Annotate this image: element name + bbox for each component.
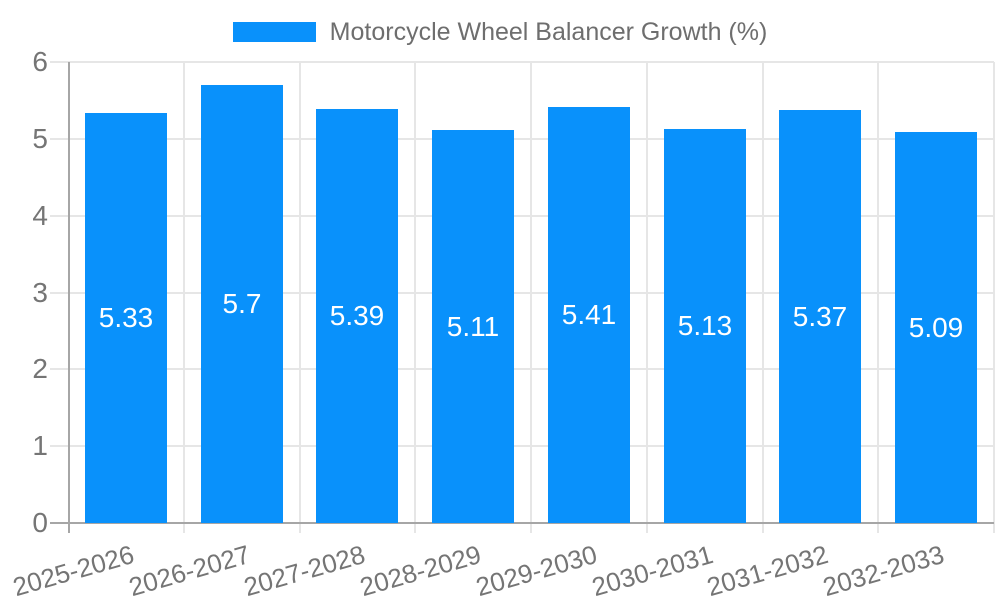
y-gridline	[50, 138, 994, 140]
bar[interactable]	[779, 110, 861, 523]
y-axis-tick-label: 1	[32, 430, 48, 461]
chart-legend[interactable]: Motorcycle Wheel Balancer Growth (%)	[0, 18, 1000, 46]
y-gridline	[50, 292, 994, 294]
bar-value-label: 5.11	[446, 311, 500, 342]
y-axis-tick-label: 2	[32, 353, 48, 384]
x-gridline	[646, 62, 648, 533]
y-gridline	[50, 445, 994, 447]
y-axis-tick-label: 4	[32, 200, 48, 231]
x-gridline	[530, 62, 532, 533]
x-axis-label: 2030-2031	[588, 539, 716, 600]
bar[interactable]	[548, 107, 630, 523]
y-axis-tick-label: 3	[32, 277, 48, 308]
y-gridline	[50, 215, 994, 217]
y-axis-tick-label: 0	[32, 507, 48, 538]
x-axis-label: 2025-2026	[9, 539, 137, 600]
x-axis-line	[50, 522, 994, 524]
y-gridline	[50, 368, 994, 370]
bar-value-label: 5.39	[329, 300, 385, 331]
x-gridline	[183, 62, 185, 533]
x-gridline	[993, 62, 995, 533]
y-gridline	[50, 61, 994, 63]
x-gridline	[762, 62, 764, 533]
bar[interactable]	[316, 109, 398, 523]
bar[interactable]	[201, 85, 283, 523]
legend-swatch-icon	[232, 22, 316, 42]
bar-value-label: 5.41	[561, 299, 617, 330]
y-axis-line	[68, 62, 70, 533]
bar-value-label: 5.37	[792, 301, 848, 332]
x-axis-label: 2027-2028	[240, 539, 368, 600]
x-axis-label: 2028-2029	[356, 539, 484, 600]
x-axis-label: 2026-2027	[125, 539, 253, 600]
bar-value-label: 5.7	[222, 288, 262, 319]
x-axis-label: 2032-2033	[819, 539, 947, 600]
bar-value-label: 5.09	[908, 312, 964, 343]
bar[interactable]	[432, 130, 514, 523]
y-axis-tick-label: 6	[32, 46, 48, 77]
x-gridline	[414, 62, 416, 533]
x-axis-label: 2029-2030	[472, 539, 600, 600]
y-axis-tick-label: 5	[32, 123, 48, 154]
bar-value-label: 5.13	[677, 310, 733, 341]
legend-label: Motorcycle Wheel Balancer Growth (%)	[329, 18, 768, 46]
x-gridline	[299, 62, 301, 533]
bar-value-label: 5.33	[98, 302, 154, 333]
bar[interactable]	[895, 132, 977, 523]
x-gridline	[877, 62, 879, 533]
bar[interactable]	[85, 113, 167, 523]
x-axis-label: 2031-2032	[703, 539, 831, 600]
bar[interactable]	[664, 129, 746, 523]
